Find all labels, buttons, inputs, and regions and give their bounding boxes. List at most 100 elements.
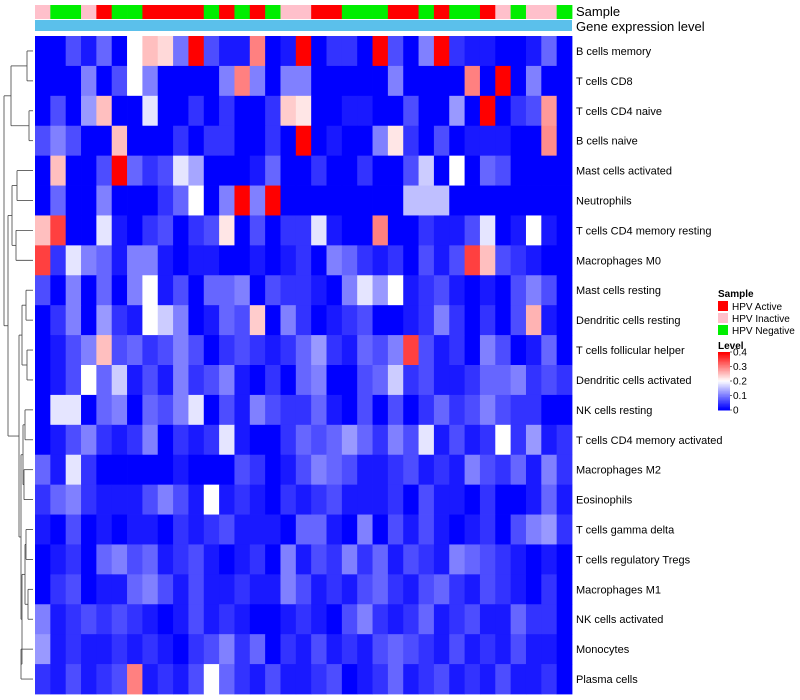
heatmap-cell bbox=[495, 604, 512, 635]
level-legend-gradient-step bbox=[718, 383, 730, 386]
heatmap-cell bbox=[449, 664, 465, 695]
heatmap-cell bbox=[35, 454, 51, 486]
heatmap-cell bbox=[495, 305, 512, 336]
heatmap-cell bbox=[219, 394, 235, 426]
heatmap-cell bbox=[280, 155, 297, 186]
heatmap-cell bbox=[111, 215, 128, 246]
heatmap-cell bbox=[50, 36, 67, 67]
heatmap-cell bbox=[357, 454, 373, 486]
heatmap-cell bbox=[249, 574, 266, 605]
heatmap-cell bbox=[219, 454, 235, 486]
sample-annotation-cell bbox=[326, 5, 343, 19]
heatmap-cell bbox=[65, 305, 82, 336]
heatmap-cell bbox=[96, 275, 113, 306]
heatmap-cell bbox=[157, 604, 174, 635]
heatmap-cell bbox=[142, 634, 159, 665]
heatmap-cell bbox=[96, 424, 113, 456]
heatmap-cell bbox=[111, 335, 128, 366]
heatmap-cell bbox=[265, 365, 281, 396]
heatmap-cell bbox=[418, 275, 435, 306]
heatmap-cell bbox=[50, 544, 67, 575]
heatmap-cell bbox=[510, 215, 527, 246]
heatmap-cell bbox=[479, 365, 496, 396]
heatmap-cell bbox=[541, 215, 558, 246]
heatmap-cell bbox=[295, 65, 312, 97]
level-legend-gradient-step bbox=[718, 402, 730, 405]
heatmap-cell bbox=[295, 424, 312, 456]
heatmap-cell bbox=[311, 36, 327, 67]
heatmap-cell bbox=[280, 574, 297, 605]
heatmap-cell bbox=[203, 454, 220, 486]
heatmap-cell bbox=[541, 394, 558, 426]
level-legend-gradient-step bbox=[718, 399, 730, 402]
heatmap-cell bbox=[326, 484, 343, 515]
heatmap-cell bbox=[157, 394, 174, 426]
heatmap-cell bbox=[81, 275, 97, 306]
row-label: T cells gamma delta bbox=[576, 525, 675, 537]
heatmap-cell bbox=[142, 574, 159, 605]
heatmap-cell bbox=[111, 275, 128, 306]
heatmap-cell bbox=[203, 574, 220, 605]
heatmap-cell bbox=[510, 95, 527, 127]
heatmap-cell bbox=[541, 335, 558, 366]
heatmap-cell bbox=[65, 664, 82, 695]
heatmap-cell bbox=[372, 514, 389, 545]
heatmap-cell bbox=[295, 634, 312, 665]
heatmap-cell bbox=[96, 604, 113, 635]
level-legend-gradient-step bbox=[718, 388, 730, 391]
heatmap-cell bbox=[50, 664, 67, 695]
heatmap-cell bbox=[464, 604, 481, 635]
heatmap-cell bbox=[280, 215, 297, 246]
heatmap-cell bbox=[326, 365, 343, 396]
heatmap-cell bbox=[387, 604, 404, 635]
heatmap-cell bbox=[372, 574, 389, 605]
heatmap-cell bbox=[464, 514, 481, 545]
heatmap-cell bbox=[418, 125, 435, 157]
heatmap-cell bbox=[433, 95, 450, 127]
heatmap-cell bbox=[219, 424, 235, 456]
level-legend-gradient-step bbox=[718, 357, 730, 360]
heatmap-cell bbox=[556, 95, 573, 127]
heatmap-cell bbox=[326, 185, 343, 216]
heatmap-cell bbox=[65, 335, 82, 366]
heatmap-cell bbox=[556, 365, 573, 396]
heatmap-cell bbox=[280, 604, 297, 635]
heatmap-cell bbox=[50, 215, 67, 246]
heatmap-cell bbox=[188, 604, 205, 635]
heatmap-cell bbox=[387, 454, 404, 486]
heatmap-cell bbox=[541, 125, 558, 157]
heatmap-cell bbox=[433, 454, 450, 486]
heatmap-cell bbox=[65, 155, 82, 186]
heatmap-cell bbox=[464, 155, 481, 186]
heatmap-cell bbox=[35, 36, 51, 67]
heatmap-cell bbox=[525, 544, 542, 575]
heatmap-cell bbox=[157, 245, 174, 276]
heatmap-cell bbox=[464, 65, 481, 97]
heatmap-cell bbox=[142, 544, 159, 575]
heatmap-cell bbox=[50, 65, 67, 97]
level-legend-gradient-step bbox=[718, 367, 730, 370]
heatmap-cell bbox=[188, 65, 205, 97]
heatmap-cell bbox=[81, 604, 97, 635]
heatmap-cell bbox=[127, 394, 143, 426]
heatmap-cell bbox=[35, 634, 51, 665]
heatmap-cell bbox=[541, 604, 558, 635]
heatmap-cell bbox=[403, 335, 419, 366]
heatmap-cell bbox=[219, 275, 235, 306]
heatmap-cell bbox=[265, 454, 281, 486]
level-legend-gradient-step bbox=[718, 376, 730, 379]
heatmap-cell bbox=[357, 65, 373, 97]
heatmap-cell bbox=[65, 245, 82, 276]
heatmap-cell bbox=[219, 95, 235, 127]
heatmap-cell bbox=[372, 335, 389, 366]
heatmap-cell bbox=[449, 305, 465, 336]
heatmap-cell bbox=[65, 574, 82, 605]
heatmap-cell bbox=[387, 305, 404, 336]
heatmap-cell bbox=[479, 305, 496, 336]
heatmap-cell bbox=[81, 454, 97, 486]
heatmap-cell bbox=[464, 365, 481, 396]
heatmap-cell bbox=[219, 514, 235, 545]
heatmap-cell bbox=[510, 394, 527, 426]
heatmap-cell bbox=[65, 95, 82, 127]
